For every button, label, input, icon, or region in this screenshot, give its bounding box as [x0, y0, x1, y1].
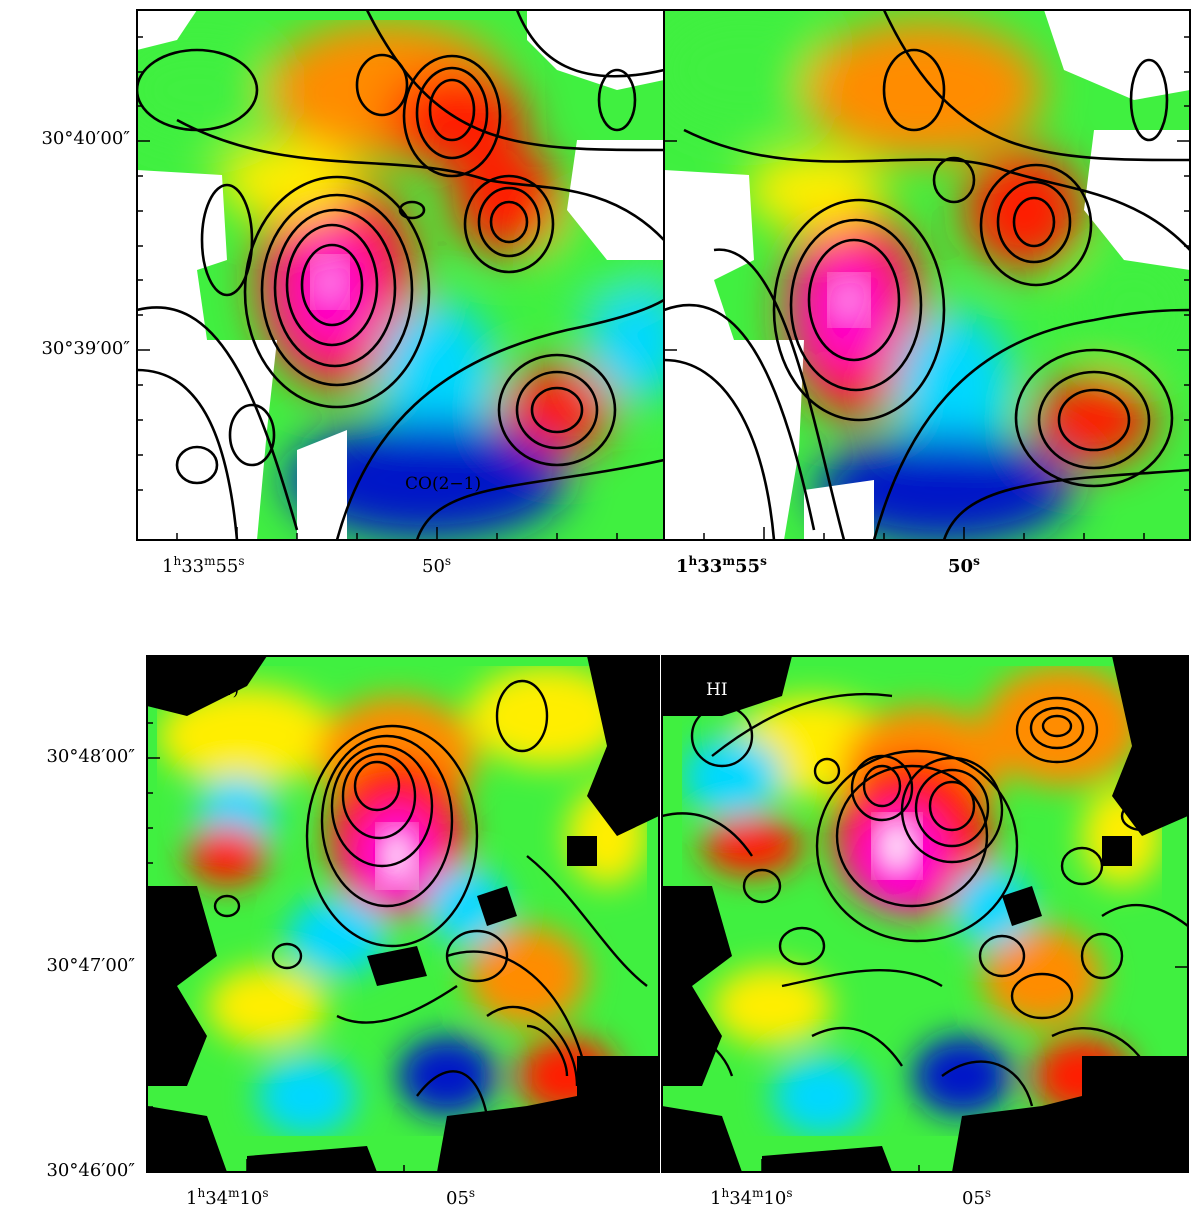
- top-y-tick-label: 30°39′00″: [41, 338, 130, 359]
- bottom-left-intensity-map: [147, 656, 659, 1172]
- top-right-color-blobs: [664, 10, 1190, 540]
- top-left-x-tick-label: 1h33m55s: [162, 554, 245, 577]
- top-right-x-tick-label: 50s: [948, 554, 980, 577]
- bottom-left-panel-annotation: CO(2−1): [163, 680, 240, 700]
- top-right-map-panel: [664, 10, 1190, 540]
- top-left-map-panel: CO(2−1): [137, 10, 664, 540]
- top-left-contours: [137, 10, 664, 540]
- bottom-left-x-tick-label: 05s: [446, 1186, 476, 1209]
- bottom-y-tick-label: 30°48′00″: [46, 746, 135, 767]
- bottom-y-tick-label: 30°47′00″: [46, 955, 135, 976]
- top-y-tick-label: 30°40′00″: [41, 128, 130, 149]
- bottom-right-x-tick-label: 1h34m10s: [710, 1186, 793, 1209]
- bottom-right-intensity-map: [662, 656, 1188, 1172]
- top-right-blank-regions: [664, 10, 1190, 540]
- top-right-intensity-map: [664, 10, 1190, 540]
- bottom-right-contours: [662, 692, 1188, 1107]
- top-left-panel-annotation: CO(2−1): [405, 474, 482, 494]
- bottom-right-x-tick-label: 05s: [962, 1186, 992, 1209]
- bottom-right-panel-annotation: HI: [706, 680, 728, 700]
- top-right-x-tick-label: 1h33m55s: [676, 554, 767, 577]
- top-left-intensity-map: [137, 10, 664, 540]
- bottom-right-map-panel: HI: [662, 656, 1188, 1172]
- bottom-left-contours: [213, 679, 648, 1117]
- top-left-color-blobs: [137, 20, 664, 540]
- top-left-blank-regions: [137, 10, 664, 540]
- top-left-x-tick-label: 50s: [422, 554, 452, 577]
- bottom-right-blank-regions: [662, 656, 1188, 1172]
- top-right-contours: [664, 10, 1190, 540]
- bottom-y-tick-label: 30°46′00″: [46, 1160, 135, 1181]
- bottom-left-blank-regions: [147, 656, 659, 1172]
- bottom-left-map-panel: CO(2−1): [147, 656, 659, 1172]
- bottom-left-x-tick-label: 1h34m10s: [186, 1186, 269, 1209]
